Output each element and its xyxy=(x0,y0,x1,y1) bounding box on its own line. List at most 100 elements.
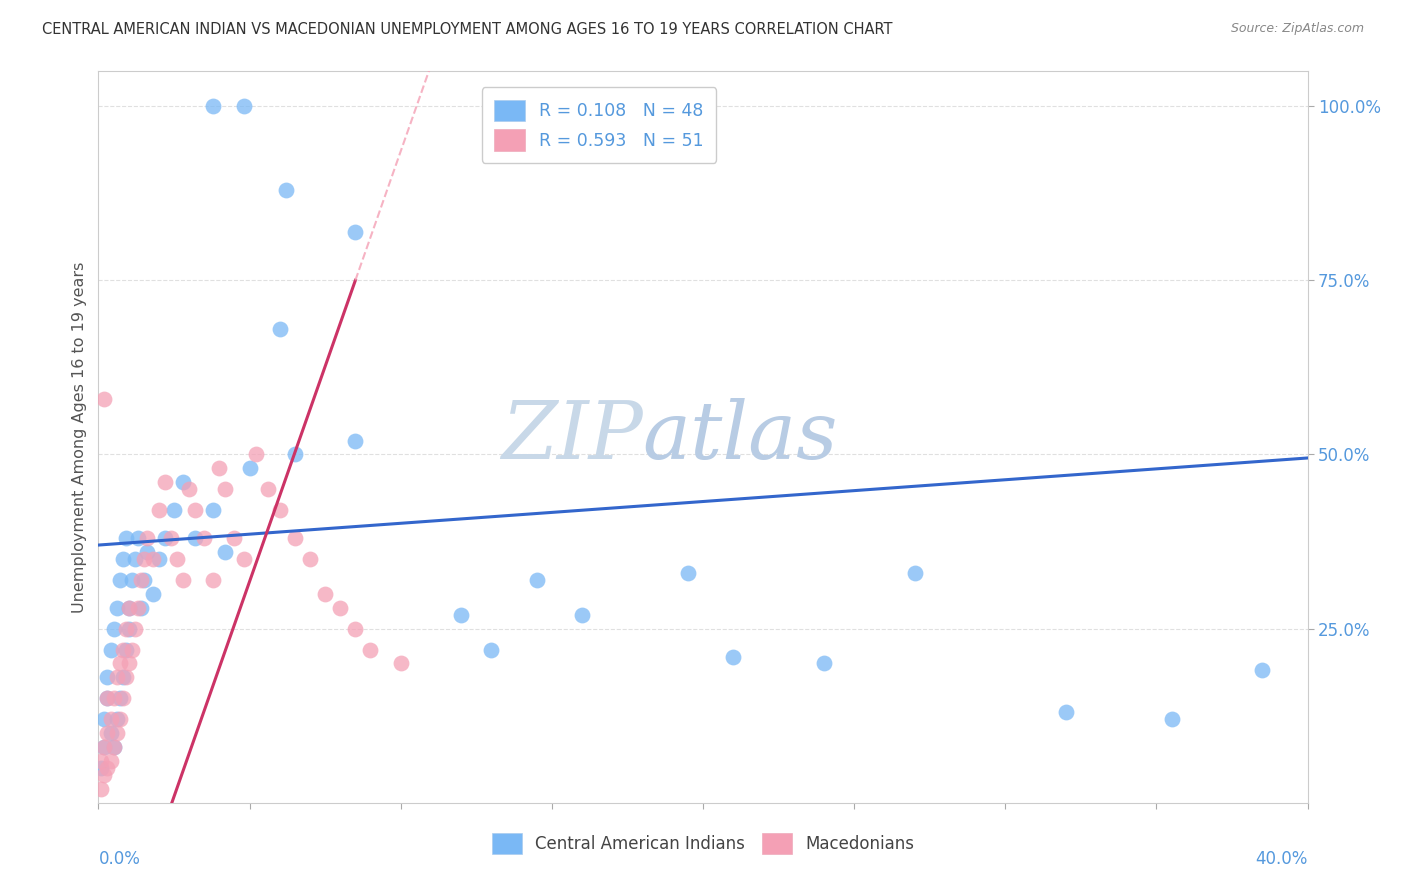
Point xyxy=(108,712,131,726)
Point xyxy=(103,740,125,755)
Point xyxy=(118,600,141,615)
Point xyxy=(135,531,157,545)
Point xyxy=(105,600,128,615)
Point xyxy=(160,531,183,545)
Point xyxy=(274,183,297,197)
Point xyxy=(108,573,131,587)
Point xyxy=(314,587,336,601)
Point xyxy=(344,622,367,636)
Point xyxy=(526,573,548,587)
Point xyxy=(124,552,146,566)
Point xyxy=(571,607,593,622)
Point xyxy=(269,503,291,517)
Point xyxy=(299,552,322,566)
Point xyxy=(256,483,278,497)
Point xyxy=(96,670,118,684)
Point xyxy=(114,670,136,684)
Legend: Central American Indians, Macedonians: Central American Indians, Macedonians xyxy=(485,827,921,860)
Point xyxy=(129,573,152,587)
Point xyxy=(114,642,136,657)
Point xyxy=(214,545,236,559)
Point xyxy=(193,531,215,545)
Point xyxy=(105,726,128,740)
Point xyxy=(163,503,186,517)
Point xyxy=(111,691,134,706)
Point xyxy=(93,740,115,755)
Point xyxy=(132,573,155,587)
Text: atlas: atlas xyxy=(643,399,838,475)
Point xyxy=(108,691,131,706)
Point xyxy=(184,503,207,517)
Point xyxy=(93,392,115,406)
Point xyxy=(172,475,194,490)
Point xyxy=(269,322,291,336)
Point xyxy=(676,566,699,580)
Text: 0.0%: 0.0% xyxy=(98,850,141,868)
Point xyxy=(108,657,131,671)
Point xyxy=(132,552,155,566)
Point xyxy=(284,531,307,545)
Point xyxy=(118,622,141,636)
Point xyxy=(232,99,254,113)
Point xyxy=(153,475,176,490)
Point xyxy=(224,531,246,545)
Point xyxy=(96,691,118,706)
Point xyxy=(100,642,122,657)
Point xyxy=(344,434,367,448)
Point xyxy=(121,642,143,657)
Point xyxy=(93,712,115,726)
Point xyxy=(284,448,307,462)
Point xyxy=(111,552,134,566)
Point xyxy=(360,642,382,657)
Point xyxy=(142,587,165,601)
Point xyxy=(114,531,136,545)
Point xyxy=(148,503,170,517)
Text: ZIP: ZIP xyxy=(501,399,643,475)
Point xyxy=(135,545,157,559)
Point xyxy=(813,657,835,671)
Point xyxy=(93,768,115,782)
Point xyxy=(142,552,165,566)
Point xyxy=(1054,705,1077,719)
Point xyxy=(166,552,188,566)
Point xyxy=(172,573,194,587)
Point xyxy=(93,740,115,755)
Point xyxy=(208,461,231,475)
Point xyxy=(202,573,225,587)
Point xyxy=(179,483,201,497)
Text: CENTRAL AMERICAN INDIAN VS MACEDONIAN UNEMPLOYMENT AMONG AGES 16 TO 19 YEARS COR: CENTRAL AMERICAN INDIAN VS MACEDONIAN UN… xyxy=(42,22,893,37)
Point xyxy=(118,657,141,671)
Point xyxy=(96,761,118,775)
Point xyxy=(103,622,125,636)
Point xyxy=(481,642,503,657)
Point xyxy=(344,225,367,239)
Point xyxy=(100,726,122,740)
Point xyxy=(232,552,254,566)
Point xyxy=(202,503,225,517)
Y-axis label: Unemployment Among Ages 16 to 19 years: Unemployment Among Ages 16 to 19 years xyxy=(72,261,87,613)
Point xyxy=(100,754,122,768)
Point xyxy=(450,607,472,622)
Point xyxy=(214,483,236,497)
Point xyxy=(90,761,112,775)
Point xyxy=(105,712,128,726)
Point xyxy=(1160,712,1182,726)
Text: 40.0%: 40.0% xyxy=(1256,850,1308,868)
Point xyxy=(904,566,927,580)
Point xyxy=(1251,664,1274,678)
Point xyxy=(118,600,141,615)
Point xyxy=(103,740,125,755)
Point xyxy=(111,642,134,657)
Point xyxy=(239,461,262,475)
Point xyxy=(103,691,125,706)
Point xyxy=(723,649,745,664)
Point xyxy=(114,622,136,636)
Point xyxy=(127,531,149,545)
Point xyxy=(105,670,128,684)
Point xyxy=(121,573,143,587)
Point xyxy=(111,670,134,684)
Text: Source: ZipAtlas.com: Source: ZipAtlas.com xyxy=(1230,22,1364,36)
Point xyxy=(148,552,170,566)
Point xyxy=(100,712,122,726)
Point xyxy=(129,600,152,615)
